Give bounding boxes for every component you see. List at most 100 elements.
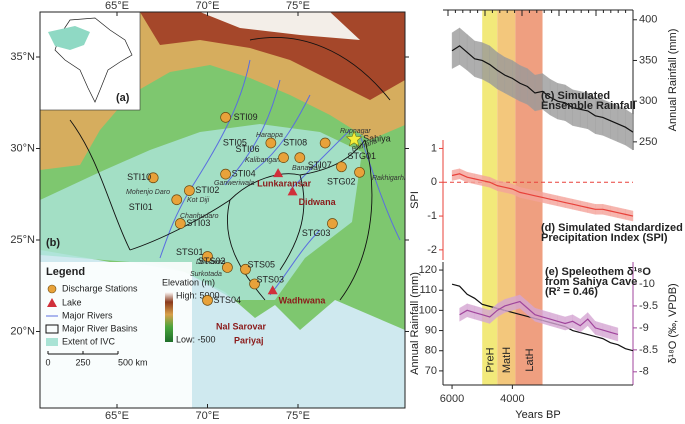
series-line [451, 173, 634, 217]
station-label: STI01 [129, 202, 153, 212]
site-label: Rupnagar [340, 128, 371, 135]
lake-label: Wadhwana [279, 296, 327, 306]
station [278, 152, 289, 163]
colorbar-label: Low: -500 [176, 334, 216, 344]
annotation: (c) Simulated [541, 90, 610, 102]
y-tick-label: -2 [427, 244, 437, 256]
station [220, 112, 231, 123]
y-tick-label: 90 [425, 324, 437, 336]
period-label: LatH [524, 348, 536, 371]
station [336, 161, 347, 173]
y-tick-label: 250 [639, 136, 657, 148]
lat-label: 35°N [10, 51, 35, 63]
panel-label: (b) [46, 237, 60, 249]
y2-tick-label: -8.5 [639, 344, 658, 356]
x-tick-label: 6000 [440, 393, 464, 405]
legend-label: Major River Basins [62, 323, 138, 333]
legend-label: Extent of IVC [62, 336, 116, 346]
lake [267, 285, 278, 295]
charts: PreH MatH LatH 250 300 350 400 Annual Rainfall … [409, 9, 683, 421]
y-tick-label: 1 [431, 142, 437, 154]
map: (a) (b) Harappa Banawali Kalibangan Ganw… [10, 0, 409, 422]
y2-tick-label: -8 [639, 366, 649, 378]
series-line [451, 45, 634, 133]
station [249, 278, 260, 290]
lat-label: 30°N [10, 142, 35, 154]
inset-ivc [48, 26, 90, 50]
river [269, 229, 321, 296]
map-frame [39, 11, 406, 409]
y-tick-label: -1 [427, 210, 437, 222]
legend-symbol [47, 284, 57, 294]
station-label: STS02 [198, 256, 226, 266]
ivc-extent [40, 124, 362, 300]
station-label: STG01 [347, 151, 376, 161]
station [327, 218, 338, 229]
cave-label: Sahiya [363, 134, 391, 144]
panel-label: (a) [116, 92, 130, 104]
station [184, 185, 195, 196]
y-tick-label: 350 [639, 54, 657, 66]
legend-symbol [46, 338, 58, 346]
lon-label: 75°E [286, 0, 310, 12]
rivers [159, 59, 401, 296]
river [254, 94, 311, 171]
legend-symbol [47, 298, 57, 307]
station [265, 137, 277, 149]
site-label: Mohenjo Daro [126, 189, 170, 196]
station [147, 172, 159, 184]
lat-label: 20°N [10, 325, 35, 337]
annotation: (R² = 0.46) [545, 286, 598, 298]
station [220, 168, 231, 180]
site-label: Surkotada [190, 271, 222, 278]
y-tick-label: 100 [419, 304, 437, 316]
x-axis-title: Years BP [515, 409, 560, 421]
station-label: STS03 [257, 274, 285, 284]
station-label: STI10 [127, 172, 151, 182]
station [202, 295, 213, 306]
peaks [200, 12, 360, 40]
station [171, 194, 183, 206]
y-axis-title: Annual Rainfall (mm) [667, 29, 679, 132]
station [319, 137, 331, 149]
y-tick-label: 300 [639, 95, 657, 107]
annotation: Precipitation Index (SPI) [541, 232, 668, 244]
site-label: Kalibangan [245, 157, 280, 164]
y2-tick-label: -9 [639, 322, 649, 334]
lake-label: Lunkaransar [257, 178, 312, 188]
scale-label: 500 km [118, 357, 148, 367]
station-label: STI09 [234, 112, 258, 122]
annotation: Ensemble Rainfall [541, 100, 636, 112]
station [294, 152, 306, 163]
station [202, 251, 213, 262]
station-label: STG03 [302, 228, 331, 238]
station-label: STI08 [283, 137, 307, 147]
station-label: STI07 [308, 160, 332, 170]
river [224, 79, 281, 186]
site-label: Banawali [292, 165, 321, 172]
annotation: (d) Simulated Standardized [541, 222, 683, 234]
lon-label: 65°E [105, 0, 129, 12]
station-label: STS01 [176, 247, 204, 257]
y2-tick-label: -10 [639, 278, 655, 290]
scale-label: 250 [75, 357, 90, 367]
scale-bar [47, 351, 119, 355]
y-tick-label: 0 [431, 176, 437, 188]
legend-title: Legend [46, 266, 85, 278]
lake [273, 168, 284, 178]
lake [287, 186, 298, 196]
y-tick-label: 80 [425, 345, 437, 357]
period-label: MatH [501, 347, 513, 373]
annotation: (e) Speleothem δ¹⁸O [545, 266, 651, 278]
station-label: STI03 [186, 218, 210, 228]
series-line [459, 300, 619, 336]
ghaggar [289, 129, 351, 191]
cave [345, 130, 363, 147]
indus [159, 59, 251, 259]
y2-axis-title: δ¹⁸O (‰, VPDB) [667, 283, 679, 363]
lon-label: 70°E [196, 410, 220, 422]
site-label: Harappa [256, 132, 283, 139]
y-tick-label: 120 [419, 264, 437, 276]
lon-label: 75°E [286, 410, 310, 422]
